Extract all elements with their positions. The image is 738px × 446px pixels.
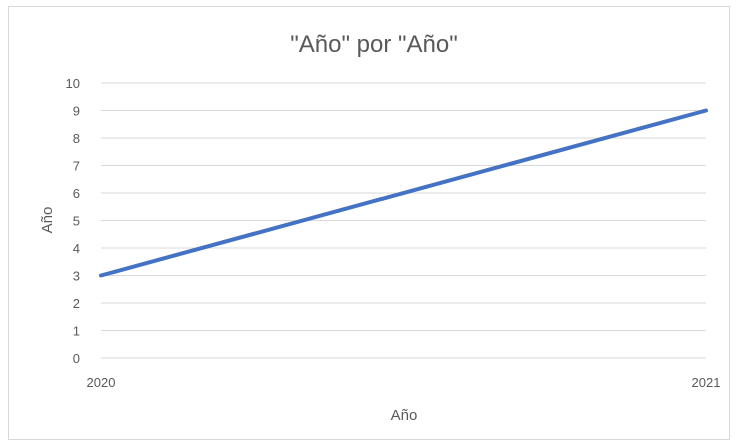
y-tick-label: 9 (73, 104, 80, 119)
y-tick-label: 6 (73, 186, 80, 201)
series-line (99, 108, 708, 278)
chart-title: "Año" por "Año" (290, 31, 458, 58)
y-tick-labels: 0 1 2 3 4 5 6 7 8 9 10 (66, 76, 80, 366)
y-axis-label: Año (39, 207, 56, 234)
x-tick-label: 2021 (692, 375, 721, 390)
y-tick-label: 3 (73, 269, 80, 284)
y-tick-label: 10 (66, 76, 80, 91)
y-gridlines (101, 82, 706, 359)
x-tick-labels: 2020 2021 (87, 375, 721, 390)
y-tick-label: 5 (73, 214, 80, 229)
y-tick-label: 4 (73, 241, 80, 256)
x-tick-label: 2020 (87, 375, 116, 390)
series-lines (99, 108, 708, 278)
y-tick-label: 8 (73, 131, 80, 146)
chart-frame (8, 6, 730, 440)
y-tick-label: 2 (73, 296, 80, 311)
y-tick-label: 7 (73, 159, 80, 174)
y-tick-label: 1 (73, 324, 80, 339)
x-axis-label: Año (391, 407, 418, 424)
y-tick-label: 0 (73, 351, 80, 366)
